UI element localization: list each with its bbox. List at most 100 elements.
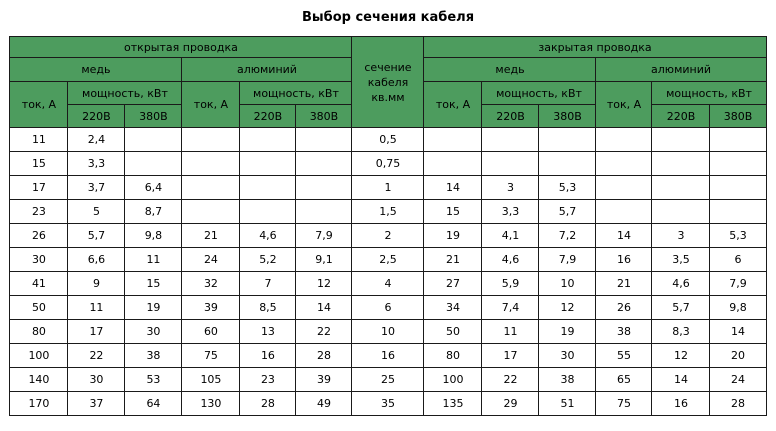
section-value-cell: 6 xyxy=(351,295,425,320)
section-value-cell: 16 xyxy=(351,343,425,368)
value-cell: 22 xyxy=(67,343,126,368)
table-body: 11 2,4 0,5 15 3,3 0,75 17 3,7 6,4 1 14 3 5,3 23 5 8,7 1,… xyxy=(9,127,767,416)
value-cell: 7,9 xyxy=(538,247,597,272)
value-cell xyxy=(595,127,653,152)
page-title: Выбор сечения кабеля xyxy=(301,10,475,25)
value-cell xyxy=(651,127,711,152)
value-cell xyxy=(239,151,297,176)
value-cell: 6 xyxy=(709,247,767,272)
value-cell xyxy=(481,127,540,152)
value-cell: 37 xyxy=(67,391,126,416)
header-current: ток, А xyxy=(595,81,653,128)
value-cell xyxy=(181,175,241,200)
header-copper: медь xyxy=(423,57,597,82)
value-cell: 9,1 xyxy=(295,247,353,272)
value-cell: 17 xyxy=(481,343,540,368)
value-cell: 21 xyxy=(181,223,241,248)
value-cell: 15 xyxy=(9,151,69,176)
header-power: мощность, кВт xyxy=(67,81,183,105)
value-cell: 9 xyxy=(67,271,126,296)
value-cell xyxy=(651,199,711,224)
value-cell: 34 xyxy=(423,295,483,320)
value-cell: 170 xyxy=(9,391,69,416)
value-cell xyxy=(651,175,711,200)
value-cell: 15 xyxy=(124,271,183,296)
header-open-wiring: открытая проводка xyxy=(9,36,353,58)
value-cell xyxy=(423,151,483,176)
value-cell: 19 xyxy=(423,223,483,248)
value-cell: 32 xyxy=(181,271,241,296)
value-cell: 60 xyxy=(181,319,241,344)
value-cell xyxy=(181,127,241,152)
value-cell: 41 xyxy=(9,271,69,296)
header-voltage-220: 220В xyxy=(481,104,540,128)
value-cell: 27 xyxy=(423,271,483,296)
value-cell xyxy=(181,151,241,176)
value-cell: 11 xyxy=(481,319,540,344)
value-cell xyxy=(295,199,353,224)
value-cell: 21 xyxy=(423,247,483,272)
value-cell xyxy=(295,175,353,200)
value-cell: 55 xyxy=(595,343,653,368)
value-cell: 10 xyxy=(538,271,597,296)
value-cell: 4,6 xyxy=(239,223,297,248)
value-cell: 4,6 xyxy=(481,247,540,272)
header-closed-wiring: закрытая проводка xyxy=(423,36,767,58)
value-cell: 11 xyxy=(67,295,126,320)
value-cell: 24 xyxy=(709,367,767,392)
value-cell: 100 xyxy=(423,367,483,392)
section-value-cell: 4 xyxy=(351,271,425,296)
value-cell: 28 xyxy=(295,343,353,368)
table-row: 80 17 30 60 13 22 10 50 11 19 38 8,3 14 xyxy=(9,319,767,344)
value-cell: 26 xyxy=(9,223,69,248)
value-cell: 21 xyxy=(595,271,653,296)
value-cell xyxy=(295,127,353,152)
value-cell: 28 xyxy=(709,391,767,416)
value-cell xyxy=(709,199,767,224)
value-cell: 30 xyxy=(538,343,597,368)
value-cell: 24 xyxy=(181,247,241,272)
value-cell: 29 xyxy=(481,391,540,416)
value-cell: 3,5 xyxy=(651,247,711,272)
value-cell: 65 xyxy=(595,367,653,392)
value-cell: 3 xyxy=(481,175,540,200)
value-cell: 49 xyxy=(295,391,353,416)
value-cell: 4,6 xyxy=(651,271,711,296)
table-row: 11 2,4 0,5 xyxy=(9,127,767,152)
table-header: открытая проводка сечение кабеля кв.мм з… xyxy=(9,36,767,128)
value-cell: 3,3 xyxy=(481,199,540,224)
value-cell: 75 xyxy=(181,343,241,368)
value-cell: 13 xyxy=(239,319,297,344)
header-power: мощность, кВт xyxy=(651,81,767,105)
value-cell: 130 xyxy=(181,391,241,416)
value-cell: 6,6 xyxy=(67,247,126,272)
value-cell xyxy=(595,175,653,200)
value-cell: 16 xyxy=(651,391,711,416)
value-cell: 7,9 xyxy=(295,223,353,248)
header-voltage-380: 380В xyxy=(538,104,597,128)
value-cell: 30 xyxy=(9,247,69,272)
header-voltage-row: 220В 380В 220В 380В 220В 380В 220В 380В xyxy=(10,104,767,128)
table-row: 15 3,3 0,75 xyxy=(9,151,767,176)
value-cell: 38 xyxy=(595,319,653,344)
value-cell: 5,2 xyxy=(239,247,297,272)
value-cell: 5,7 xyxy=(651,295,711,320)
header-power: мощность, кВт xyxy=(481,81,597,105)
value-cell xyxy=(423,127,483,152)
value-cell xyxy=(239,199,297,224)
section-value-cell: 1 xyxy=(351,175,425,200)
value-cell: 3,3 xyxy=(67,151,126,176)
value-cell: 39 xyxy=(181,295,241,320)
header-aluminum: алюминий xyxy=(595,57,767,82)
header-voltage-380: 380В xyxy=(295,104,353,128)
cable-section-table: открытая проводка сечение кабеля кв.мм з… xyxy=(9,36,767,416)
value-cell: 17 xyxy=(9,175,69,200)
section-value-cell: 10 xyxy=(351,319,425,344)
value-cell: 9,8 xyxy=(124,223,183,248)
value-cell: 140 xyxy=(9,367,69,392)
table-row: 50 11 19 39 8,5 14 6 34 7,4 12 26 5,7 9,8 xyxy=(9,295,767,320)
value-cell xyxy=(595,151,653,176)
value-cell xyxy=(709,175,767,200)
value-cell xyxy=(538,151,597,176)
